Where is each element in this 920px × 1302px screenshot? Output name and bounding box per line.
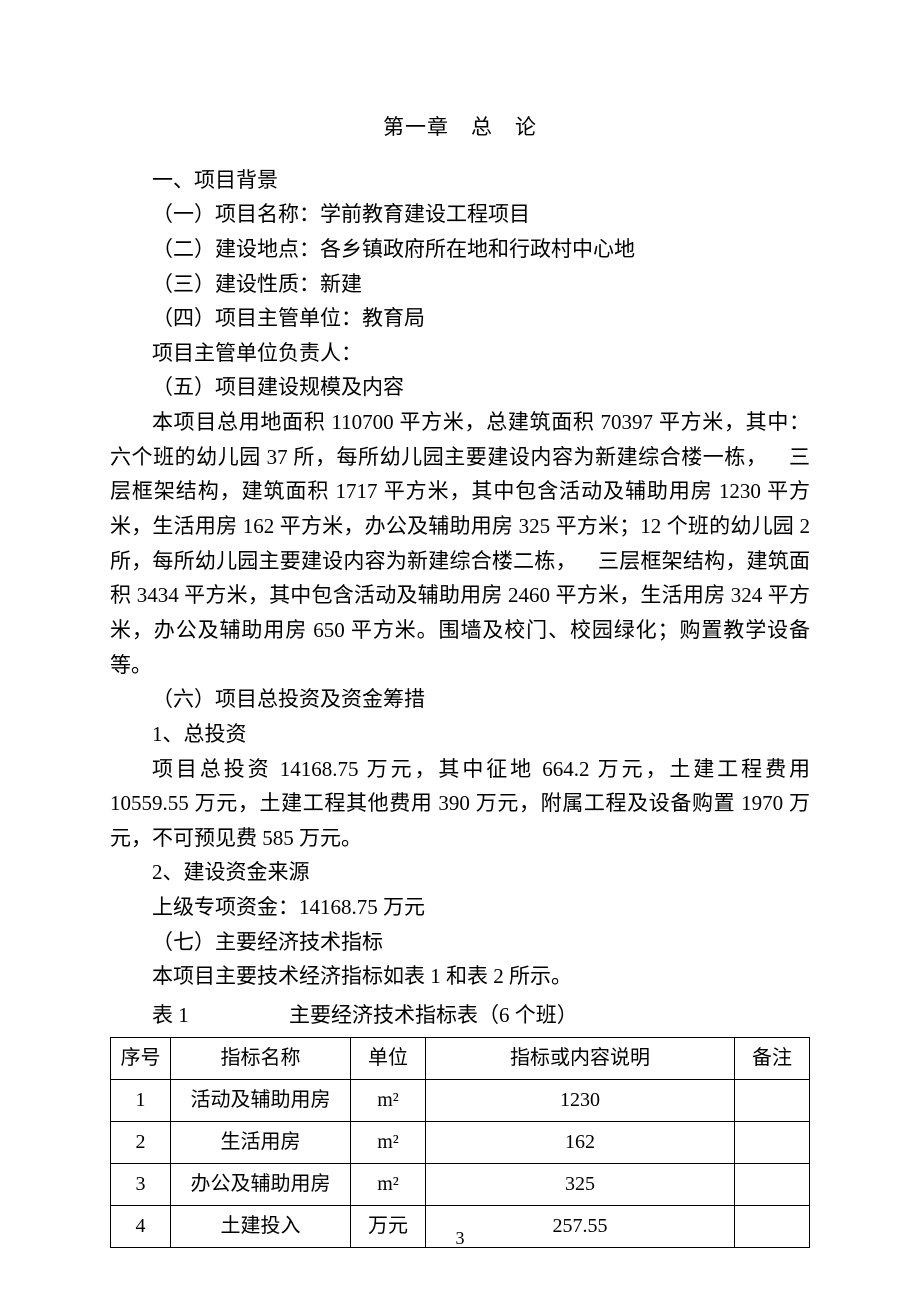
scale-heading: （五）项目建设规模及内容 xyxy=(110,370,810,405)
col-desc: 指标或内容说明 xyxy=(426,1037,735,1079)
supervising-person: 项目主管单位负责人： xyxy=(110,336,810,371)
indicators-table: 序号 指标名称 单位 指标或内容说明 备注 1 活动及辅助用房 m² 1230 … xyxy=(110,1037,810,1248)
construction-nature: （三）建设性质：新建 xyxy=(110,267,810,302)
cell-name: 活动及辅助用房 xyxy=(171,1079,351,1121)
chapter-title: 第一章 总 论 xyxy=(110,110,810,145)
total-investment-paragraph: 项目总投资 14168.75 万元，其中征地 664.2 万元，土建工程费用 1… xyxy=(110,752,810,856)
table-title: 主要经济技术指标表（6 个班） xyxy=(289,1003,578,1027)
cell-unit: m² xyxy=(351,1121,426,1163)
table-caption: 表 1 主要经济技术指标表（6 个班） xyxy=(110,998,810,1033)
funding-source-paragraph: 上级专项资金：14168.75 万元 xyxy=(110,890,810,925)
col-seq: 序号 xyxy=(111,1037,171,1079)
page-number: 3 xyxy=(0,1224,920,1254)
cell-unit: m² xyxy=(351,1079,426,1121)
cell-desc: 1230 xyxy=(426,1079,735,1121)
cell-seq: 3 xyxy=(111,1163,171,1205)
col-name: 指标名称 xyxy=(171,1037,351,1079)
table-row: 1 活动及辅助用房 m² 1230 xyxy=(111,1079,810,1121)
indicators-paragraph: 本项目主要技术经济指标如表 1 和表 2 所示。 xyxy=(110,959,810,994)
cell-unit: m² xyxy=(351,1163,426,1205)
cell-seq: 1 xyxy=(111,1079,171,1121)
indicators-heading: （七）主要经济技术指标 xyxy=(110,925,810,960)
col-unit: 单位 xyxy=(351,1037,426,1079)
supervising-unit: （四）项目主管单位：教育局 xyxy=(110,301,810,336)
cell-note xyxy=(735,1121,810,1163)
cell-note xyxy=(735,1079,810,1121)
investment-heading: （六）项目总投资及资金筹措 xyxy=(110,682,810,717)
cell-note xyxy=(735,1163,810,1205)
cell-name: 办公及辅助用房 xyxy=(171,1163,351,1205)
cell-name: 生活用房 xyxy=(171,1121,351,1163)
construction-location: （二）建设地点：各乡镇政府所在地和行政村中心地 xyxy=(110,232,810,267)
cell-desc: 325 xyxy=(426,1163,735,1205)
project-name: （一）项目名称：学前教育建设工程项目 xyxy=(110,197,810,232)
total-investment-heading: 1、总投资 xyxy=(110,717,810,752)
table-label: 表 1 xyxy=(152,1003,189,1027)
table-row: 3 办公及辅助用房 m² 325 xyxy=(111,1163,810,1205)
scale-paragraph: 本项目总用地面积 110700 平方米，总建筑面积 70397 平方米，其中：六… xyxy=(110,405,810,682)
funding-source-heading: 2、建设资金来源 xyxy=(110,855,810,890)
cell-desc: 162 xyxy=(426,1121,735,1163)
cell-seq: 2 xyxy=(111,1121,171,1163)
col-note: 备注 xyxy=(735,1037,810,1079)
section-background-heading: 一、项目背景 xyxy=(110,163,810,198)
table-row: 2 生活用房 m² 162 xyxy=(111,1121,810,1163)
table-header-row: 序号 指标名称 单位 指标或内容说明 备注 xyxy=(111,1037,810,1079)
